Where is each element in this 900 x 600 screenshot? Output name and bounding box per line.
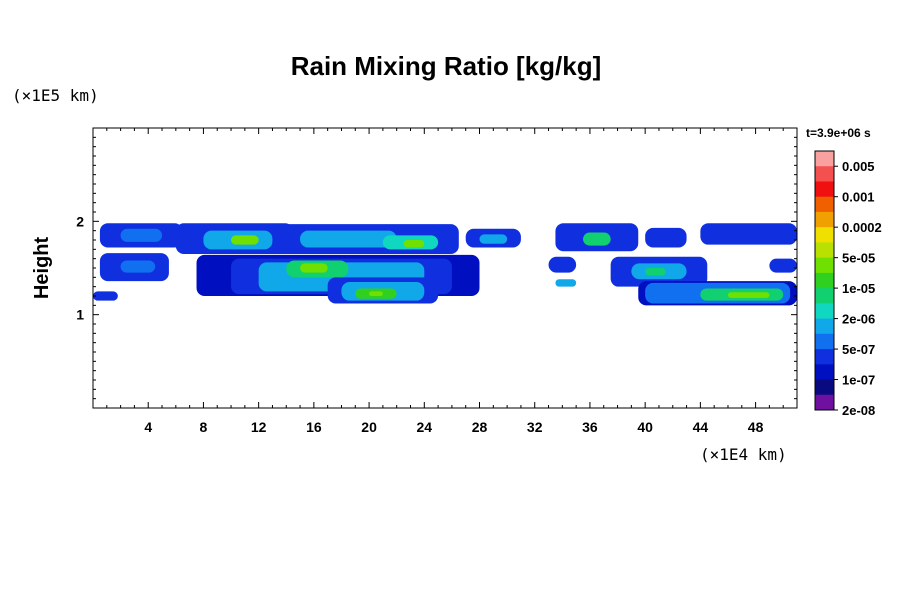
x-axis: 4 8 12 16 20 24 28 32 36 40 44 48 [106,128,784,435]
colorbar-swatch [815,333,834,350]
colorbar-swatch [815,151,834,167]
colorbar-swatch [815,349,834,365]
x-tick-label: 8 [200,419,208,435]
colorbar-swatch [815,242,834,259]
colorbar-label: 5e-07 [842,342,875,357]
colorbar-swatch [815,227,834,243]
x-tick-label: 24 [417,419,433,435]
contour-field [93,223,797,306]
colorbar-label: 1e-05 [842,281,875,296]
contour-cell-36 [769,258,797,273]
x-tick-label: 12 [251,419,267,435]
colorbar-swatch [815,318,834,335]
chart-title: Rain Mixing Ratio [kg/kg] [291,51,602,81]
time-label: t=3.9e+06 s [806,126,871,140]
x-tick-label: 32 [527,419,543,435]
x-tick-label: 20 [361,419,377,435]
colorbar-swatch [815,272,834,289]
contour-cell-4 [93,291,118,301]
contour-cell-22 [300,263,328,273]
colorbar-label: 1e-07 [842,373,875,388]
colorbar-swatch [815,303,834,320]
contour-cell-27 [548,256,577,273]
contour-cell-7 [231,235,259,245]
contour-cell-17 [700,223,797,245]
contour-cell-15 [583,232,611,246]
x-tick-label: 48 [748,419,764,435]
colorbar-swatch [815,257,834,274]
colorbar-swatch [815,196,834,213]
contour-cell-16 [645,227,687,248]
colorbar-swatch [815,211,834,228]
colorbar-swatch [815,379,834,396]
colorbar-label: 2e-06 [842,312,875,327]
contour-cell-1 [120,228,163,242]
y-axis: 12 [76,136,797,400]
colorbar-label: 5e-05 [842,251,875,266]
x-unit-label: (×1E4 km) [700,445,787,464]
x-tick-label: 36 [582,419,598,435]
colorbar-swatch [815,364,834,381]
x-tick-label: 4 [144,419,152,435]
contour-cell-3 [120,260,156,273]
colorbar-swatch [815,288,834,304]
y-unit-label: (×1E5 km) [12,86,99,105]
colorbar-label: 0.0002 [842,220,882,235]
contour-cell-35 [727,292,770,298]
colorbar-label: 0.005 [842,159,875,174]
x-tick-label: 16 [306,419,322,435]
y-axis-label: Height [31,237,53,300]
x-tick-label: 44 [693,419,709,435]
colorbar: 0.005 0.001 0.0002 5e-05 1e-05 2e-06 5e-07 1e-0… [814,150,882,418]
colorbar-swatch [815,394,834,411]
contour-cell-9 [300,230,397,248]
contour-cell-13 [479,234,508,244]
x-tick-label: 28 [472,419,488,435]
colorbar-swatch [815,181,834,198]
contour-cell-26 [369,291,383,296]
contour-cell-31 [645,268,666,276]
colorbar-label: 0.001 [842,190,875,205]
colorbar-swatch [815,166,834,182]
contour-cell-11 [403,240,425,248]
y-tick-label: 1 [76,307,84,323]
y-tick-label: 2 [76,213,84,229]
x-tick-label: 40 [637,419,653,435]
colorbar-frame [814,150,835,411]
contour-cell-28 [555,279,577,287]
colorbar-label: 2e-08 [842,403,875,418]
